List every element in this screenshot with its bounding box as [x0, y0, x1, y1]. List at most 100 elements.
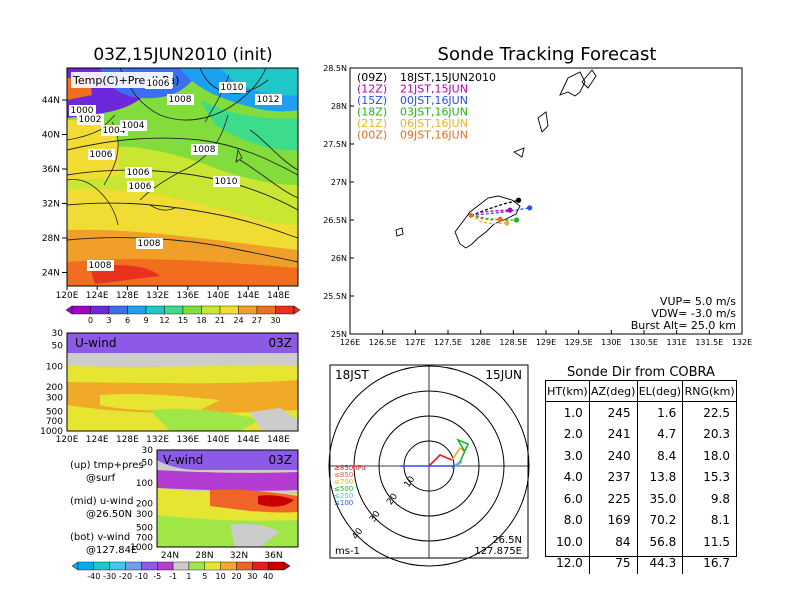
table-cell: 225 — [588, 488, 638, 510]
map-lat-tick: 24N — [42, 269, 60, 279]
table-cell: 44.3 — [636, 552, 683, 574]
table-cell: 1.0 — [563, 405, 583, 420]
wind-colorbar-label: 1 — [186, 572, 191, 581]
v-pressure-tick: 700 — [136, 533, 153, 543]
track-lat-tick: 26N — [331, 254, 347, 263]
wind-colorbar-label: 20 — [231, 572, 241, 581]
wind-colorbar-label: 5 — [202, 572, 207, 581]
isobar-label: 1000 — [71, 106, 94, 116]
table-cell: 15.3 — [682, 466, 736, 488]
table-cell: 237 — [588, 466, 638, 488]
track-lat-tick: 26.5N — [323, 216, 347, 225]
track-legend-time: 00JST,16JUN — [400, 94, 468, 107]
legend-subline: @surf — [86, 473, 116, 484]
table-cell: 169 — [588, 509, 638, 531]
wind-colorbar: -40 -30 -20 -10 -5 -1 1 5 10 20 30 40 — [71, 561, 291, 581]
table-cell: 1.6 — [636, 401, 683, 424]
track-lon-tick: 127E — [405, 338, 425, 347]
param-vup: VUP= 5.0 m/s — [660, 295, 736, 308]
hodo-date: 15JUN — [485, 368, 522, 382]
isobar-label: 1006 — [127, 168, 150, 178]
table-row: 10.0 84 56.8 11.5 — [546, 531, 736, 553]
wind-colorbar-label: 40 — [263, 572, 273, 581]
table-row: 12.0 75 44.3 16.7 — [546, 552, 736, 574]
u-pressure-tick: 1000 — [40, 427, 63, 437]
u-lon-tick: 132E — [146, 435, 169, 445]
init-title: 03Z,15JUN2010 (init) — [93, 45, 272, 65]
u-pressure-tick: 100 — [46, 362, 63, 372]
hodo-layer-legend: ≤700 — [334, 478, 353, 486]
table-row: 2.0 241 4.7 20.3 — [546, 423, 736, 445]
table-cell: 22.5 — [682, 401, 736, 424]
u-lon-tick: 144E — [237, 435, 260, 445]
v-wind-time: 03Z — [269, 453, 293, 467]
table-cell: 8.4 — [636, 445, 683, 467]
temp-colorbar-label: 3 — [106, 316, 111, 325]
wind-colorbar-label: -5 — [153, 572, 161, 581]
track-lon-tick: 126.5E — [369, 338, 397, 347]
v-pressure-tick: 1000 — [130, 543, 153, 553]
table-header: AZ(deg) — [588, 381, 638, 402]
table-cell: 3.0 — [563, 448, 583, 463]
temp-colorbar-label: 24 — [233, 316, 243, 325]
table-cell: 241 — [588, 423, 638, 445]
tracking-title: Sonde Tracking Forecast — [438, 44, 657, 65]
map-lat-tick: 44N — [42, 96, 60, 106]
legend-line: (mid) u-wind — [70, 496, 134, 507]
legend-line: (up) tmp+pres — [70, 460, 144, 471]
sonde-track — [470, 214, 501, 221]
temp-colorbar-label: 12 — [159, 316, 169, 325]
table-cell: 16.7 — [682, 552, 736, 574]
track-legend-time: 09JST,16JUN — [400, 129, 468, 142]
track-legend-time: 03JST,16JUN — [400, 106, 468, 119]
table-cell: 75 — [588, 552, 638, 574]
map-lat-tick: 36N — [42, 165, 60, 175]
table-cell: 4.0 — [563, 470, 583, 485]
table-row: 8.0 169 70.2 8.1 — [546, 509, 736, 531]
isobar-label: 1006 — [129, 182, 152, 192]
v-lat-tick: 24N — [161, 551, 179, 561]
track-legend-code: (15Z) — [357, 94, 387, 107]
track-lon-tick: 128E — [471, 338, 491, 347]
track-lon-tick: 129E — [536, 338, 556, 347]
map-lon-tick: 144E — [237, 291, 260, 301]
track-legend-code: (18Z) — [357, 106, 387, 119]
temp-colorbar-label: 0 — [88, 316, 93, 325]
sonde-end-point — [497, 216, 503, 222]
isobar-label: 1008 — [138, 239, 161, 249]
u-lon-tick: 124E — [86, 435, 109, 445]
u-lon-tick: 120E — [56, 435, 79, 445]
table-cell: 4.7 — [636, 423, 683, 445]
table-row: 4.0 237 13.8 15.3 — [546, 466, 736, 488]
table-cell: 56.8 — [636, 531, 683, 553]
isobar-label: 1008 — [169, 95, 192, 105]
v-pressure-tick: 300 — [136, 510, 153, 520]
hodo-layer-legend: ≤250 — [334, 492, 353, 500]
u-lon-tick: 136E — [176, 435, 199, 445]
table-cell: 70.2 — [636, 509, 683, 531]
wind-colorbar-label: -40 — [87, 572, 100, 581]
isobar-label: 1010 — [221, 83, 244, 93]
track-legend-code: (09Z) — [357, 71, 387, 84]
u-lon-tick: 148E — [267, 435, 290, 445]
map-lon-tick: 132E — [146, 291, 169, 301]
table-cell: 240 — [588, 445, 638, 467]
param-vdw: VDW= -3.0 m/s — [651, 307, 736, 320]
table-cell: 6.0 — [563, 491, 583, 506]
track-lat-tick: 27N — [331, 178, 347, 187]
hodo-layer-legend: ≥850hPa — [334, 464, 366, 472]
v-wind-label: V-wind — [163, 453, 203, 467]
sonde-end-point — [527, 205, 533, 211]
v-lat-tick: 36N — [264, 551, 282, 561]
temp-colorbar-label: 6 — [125, 316, 130, 325]
u-pressure-tick: 500 — [46, 407, 63, 417]
u-pressure-tick: 700 — [46, 417, 63, 427]
track-lat-tick: 28N — [331, 102, 347, 111]
map-lon-tick: 120E — [56, 291, 79, 301]
sonde-end-point — [514, 217, 520, 223]
isobar-label: 1008 — [193, 145, 216, 155]
map-lon-tick: 148E — [267, 291, 290, 301]
hodo-layer-legend: ≤850 — [334, 471, 353, 479]
table-cell: 12.0 — [556, 556, 583, 571]
